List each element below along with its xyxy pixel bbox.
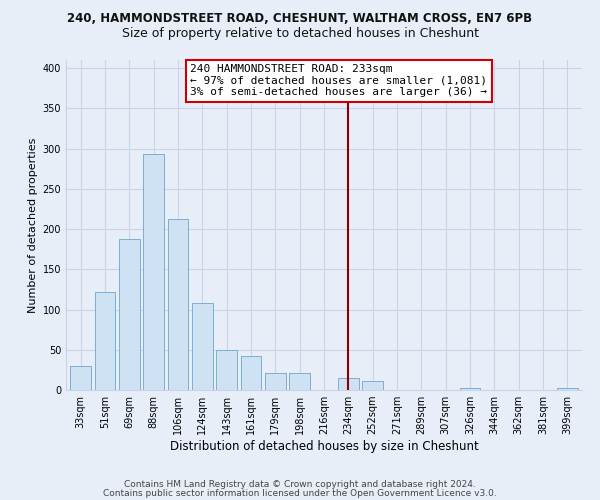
Text: Contains HM Land Registry data © Crown copyright and database right 2024.: Contains HM Land Registry data © Crown c… <box>124 480 476 489</box>
Bar <box>362 381 383 390</box>
Bar <box>119 238 140 390</box>
Bar <box>557 388 578 390</box>
X-axis label: Distribution of detached houses by size in Cheshunt: Distribution of detached houses by size … <box>170 440 478 453</box>
Bar <box>143 154 164 390</box>
Bar <box>216 350 237 390</box>
Bar <box>460 388 481 390</box>
Bar <box>289 373 310 390</box>
Text: 240, HAMMONDSTREET ROAD, CHESHUNT, WALTHAM CROSS, EN7 6PB: 240, HAMMONDSTREET ROAD, CHESHUNT, WALTH… <box>67 12 533 26</box>
Bar <box>265 373 286 390</box>
Bar <box>167 220 188 390</box>
Bar <box>95 292 115 390</box>
Y-axis label: Number of detached properties: Number of detached properties <box>28 138 38 312</box>
Bar <box>192 303 212 390</box>
Text: 240 HAMMONDSTREET ROAD: 233sqm
← 97% of detached houses are smaller (1,081)
3% o: 240 HAMMONDSTREET ROAD: 233sqm ← 97% of … <box>190 64 487 97</box>
Text: Contains public sector information licensed under the Open Government Licence v3: Contains public sector information licen… <box>103 490 497 498</box>
Bar <box>241 356 262 390</box>
Bar <box>338 378 359 390</box>
Bar <box>70 366 91 390</box>
Text: Size of property relative to detached houses in Cheshunt: Size of property relative to detached ho… <box>121 28 479 40</box>
